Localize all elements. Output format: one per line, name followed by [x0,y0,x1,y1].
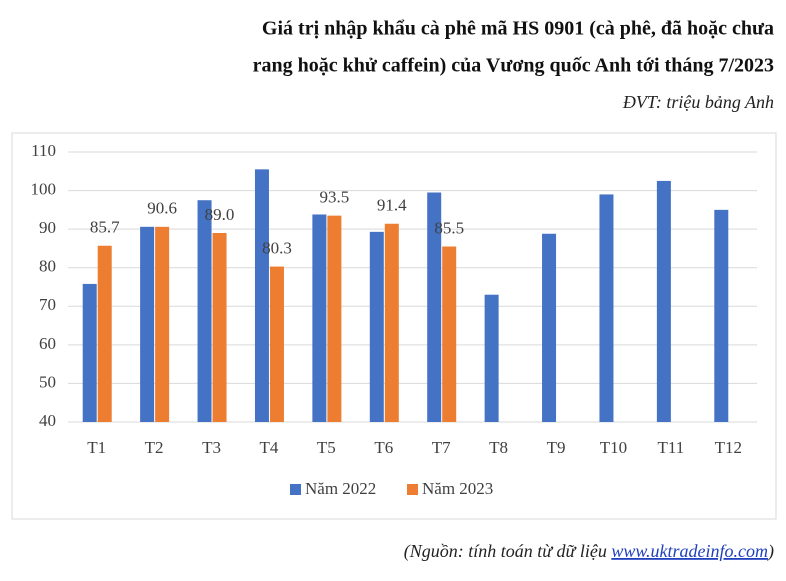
legend-swatch [290,484,301,495]
bar [427,192,442,422]
data-label: 89.0 [205,205,235,224]
source: (Nguồn: tính toán từ dữ liệu www.uktrade… [404,541,774,562]
x-tick-label: T6 [374,438,393,457]
y-tick-label: 50 [39,372,56,391]
chart-title: Giá trị nhập khẩu cà phê mã HS 0901 (cà … [262,18,774,40]
y-tick-label: 110 [31,141,56,160]
x-tick-label: T12 [715,438,742,457]
bar [369,231,384,422]
bar [656,180,671,422]
bar [599,194,614,422]
x-tick-label: T11 [657,438,684,457]
x-tick-label: T9 [547,438,566,457]
y-tick-label: 60 [39,334,56,353]
bar [197,200,212,422]
legend-label: Năm 2022 [305,479,376,498]
legend-label: Năm 2023 [422,479,493,498]
x-tick-label: T8 [489,438,508,457]
bar [714,209,729,422]
x-tick-label: T7 [432,438,451,457]
bar [442,246,457,422]
bar [254,169,269,422]
bar [269,266,284,422]
bar [542,233,557,422]
x-tick-label: T4 [260,438,279,457]
x-tick-label: T3 [202,438,221,457]
source-link[interactable]: www.uktradeinfo.com [611,541,768,561]
source-text: (Nguồn: tính toán từ dữ liệu [404,541,607,562]
x-tick-label: T10 [600,438,627,457]
y-tick-label: 80 [39,257,56,276]
y-tick-label: 40 [39,411,56,430]
data-label: 85.5 [434,218,464,237]
chart-frame [11,132,777,520]
x-tick-label: T2 [145,438,164,457]
bar [384,223,399,422]
x-tick-label: T1 [87,438,106,457]
data-label: 93.5 [320,188,350,207]
data-label: 91.4 [377,196,407,215]
x-tick-label: T5 [317,438,336,457]
bar [484,294,499,422]
source-text: ) [767,541,774,562]
bar [97,245,112,422]
bar [155,226,170,422]
data-label: 85.7 [90,218,120,237]
bar [212,233,227,422]
y-tick-label: 70 [39,295,56,314]
bar [312,214,327,422]
unit-label: ĐVT: triệu bảng Anh [622,92,774,112]
data-label: 80.3 [262,238,292,257]
y-tick-label: 100 [31,179,57,198]
chart-title: rang hoặc khử caffein) của Vương quốc An… [253,55,774,77]
bar [82,283,97,422]
legend-swatch [407,484,418,495]
bar [140,226,155,422]
y-tick-label: 90 [39,218,56,237]
data-label: 90.6 [147,199,177,218]
bar [327,215,342,422]
